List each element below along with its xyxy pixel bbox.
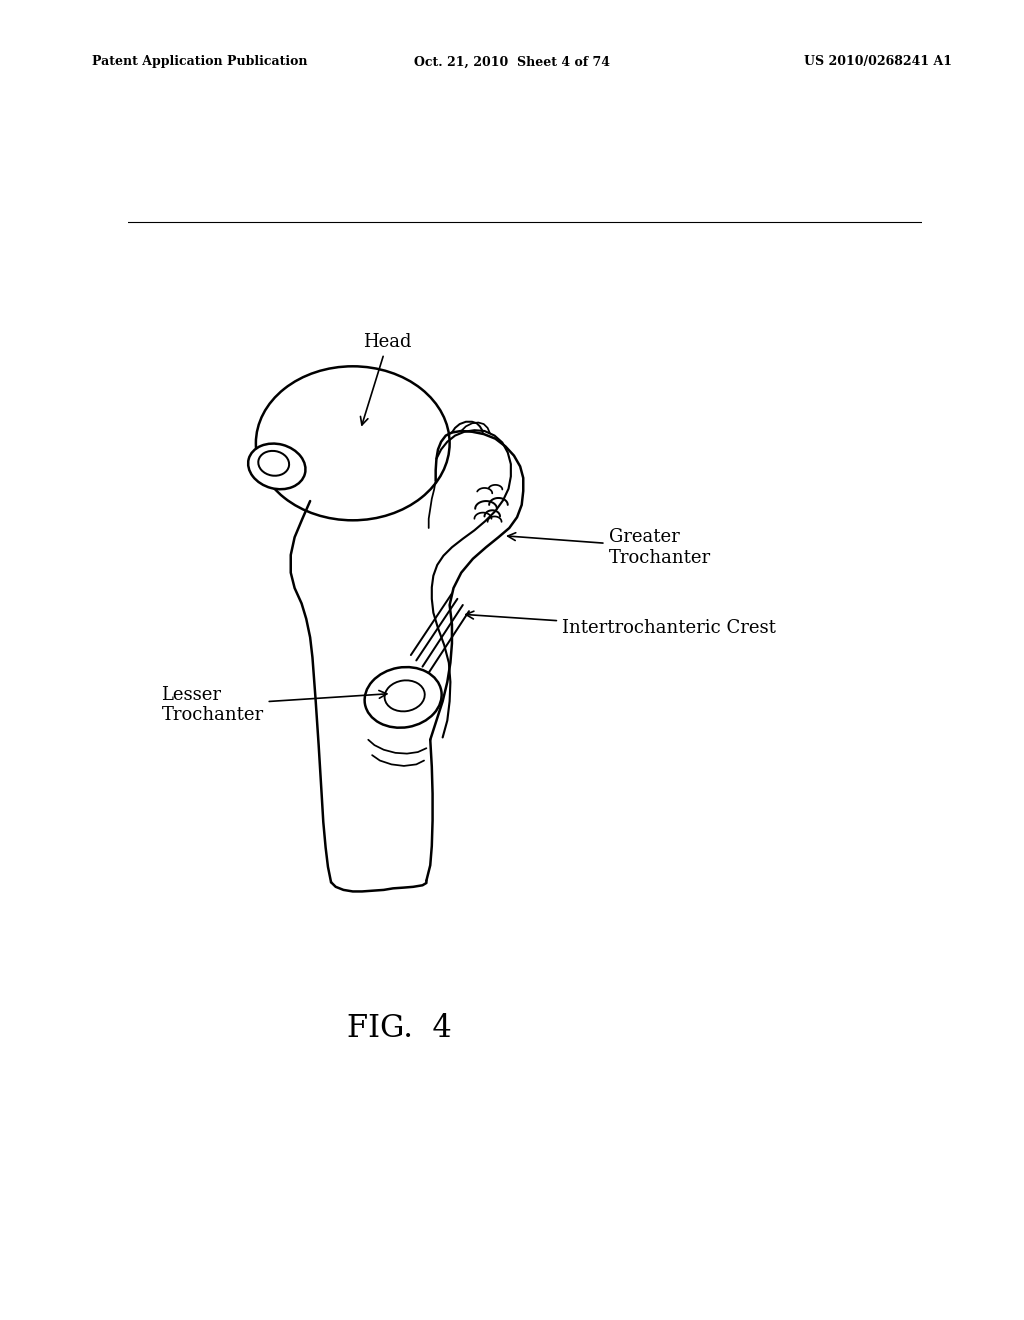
Text: Patent Application Publication: Patent Application Publication — [92, 55, 307, 69]
Text: Lesser
Trochanter: Lesser Trochanter — [162, 685, 387, 725]
Ellipse shape — [256, 367, 450, 520]
Ellipse shape — [258, 451, 289, 475]
Ellipse shape — [365, 667, 441, 727]
Ellipse shape — [385, 680, 425, 711]
Text: Intertrochanteric Crest: Intertrochanteric Crest — [466, 611, 776, 638]
Text: Greater
Trochanter: Greater Trochanter — [508, 528, 711, 566]
Ellipse shape — [248, 444, 305, 490]
Text: FIG.  4: FIG. 4 — [347, 1012, 452, 1044]
Text: US 2010/0268241 A1: US 2010/0268241 A1 — [804, 55, 952, 69]
Text: Oct. 21, 2010  Sheet 4 of 74: Oct. 21, 2010 Sheet 4 of 74 — [414, 55, 610, 69]
Text: Head: Head — [360, 333, 412, 425]
